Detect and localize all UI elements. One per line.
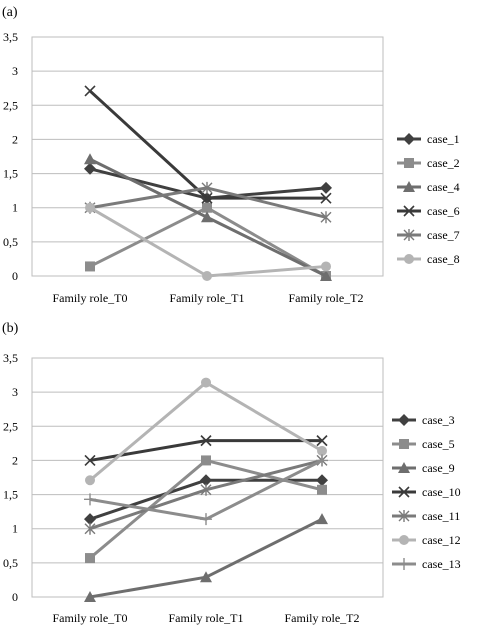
legend-marker-case_4 xyxy=(403,181,415,192)
data-point-case_2 xyxy=(85,261,95,272)
data-point-case_7 xyxy=(201,181,213,194)
legend-label-case_7: case_7 xyxy=(427,228,460,242)
data-point-case_3 xyxy=(200,474,212,487)
legend-label-case_12: case_12 xyxy=(422,533,461,547)
legend-label-case_6: case_6 xyxy=(427,204,460,218)
data-point-case_13 xyxy=(84,493,96,506)
data-point-case_10 xyxy=(84,454,96,466)
legend-marker-case_5 xyxy=(399,439,409,449)
data-point-case_12 xyxy=(201,377,211,388)
x-tick-label: Family role_T1 xyxy=(170,291,245,305)
data-point-case_11 xyxy=(84,522,96,535)
legend-label-case_11: case_11 xyxy=(422,509,460,523)
data-point-case_5 xyxy=(201,455,211,466)
y-tick-label: 0,5 xyxy=(3,556,18,570)
legend-label-case_8: case_8 xyxy=(427,252,460,266)
data-point-case_6 xyxy=(320,192,332,204)
legend-marker-case_6 xyxy=(403,205,415,217)
legend-label-case_10: case_10 xyxy=(422,485,461,499)
x-tick-label: Family role_T2 xyxy=(289,291,364,305)
data-point-case_8 xyxy=(202,271,212,281)
chart-panel-a: (a) 0 0,5 1 1,5 2 2,5 3 3,5 Family role_T0 Family… xyxy=(2,5,460,305)
y-tick-label: 2,5 xyxy=(3,98,18,112)
panel-label-a: (a) xyxy=(2,5,18,20)
x-tick-label: Family role_T1 xyxy=(169,611,244,625)
legend-marker-case_11 xyxy=(398,510,410,522)
data-point-case_3 xyxy=(316,474,328,487)
legend-marker-case_7 xyxy=(403,229,415,241)
data-point-case_2 xyxy=(202,202,212,213)
data-point-case_9 xyxy=(84,591,96,602)
legend-label-case_4: case_4 xyxy=(427,180,460,194)
data-point-case_5 xyxy=(317,484,327,495)
data-point-case_9 xyxy=(200,571,212,583)
legend-marker-case_3 xyxy=(398,414,410,426)
y-tick-label: 2 xyxy=(12,132,18,146)
legend-label-case_5: case_5 xyxy=(422,437,455,451)
legend-label-case_2: case_2 xyxy=(427,156,460,170)
y-tick-label: 2 xyxy=(12,453,18,467)
data-point-case_5 xyxy=(85,553,95,564)
data-point-case_7 xyxy=(320,211,332,224)
x-tick-label: Family role_T0 xyxy=(53,611,128,625)
y-tick-label: 3,5 xyxy=(3,30,18,44)
data-point-case_1 xyxy=(320,181,332,194)
data-point-case_4 xyxy=(320,270,332,281)
data-point-case_4 xyxy=(201,211,213,223)
legend-marker-case_12 xyxy=(399,535,409,545)
y-tick-label: 0,5 xyxy=(3,235,18,249)
y-tick-label: 1,5 xyxy=(3,167,18,181)
data-point-case_10 xyxy=(316,435,328,447)
y-tick-label: 0 xyxy=(12,269,18,283)
y-tick-label: 1,5 xyxy=(3,488,18,502)
data-point-case_11 xyxy=(200,483,212,496)
plot-area xyxy=(31,36,384,277)
legend-marker-case_9 xyxy=(398,462,410,473)
legend-label-case_13: case_13 xyxy=(422,557,461,571)
data-point-case_12 xyxy=(317,445,327,456)
legend-label-case_9: case_9 xyxy=(422,461,455,475)
legend-marker-case_10 xyxy=(398,486,410,498)
chart-panel-b: (b) 0 0,5 1 1,5 2 2,5 3 3,5 Family role_T0 Family… xyxy=(2,321,461,625)
y-tick-label: 1 xyxy=(12,522,18,536)
x-tick-label: Family role_T0 xyxy=(53,291,128,305)
y-tick-label: 1 xyxy=(12,201,18,215)
data-point-case_3 xyxy=(84,513,96,526)
data-point-case_1 xyxy=(84,162,96,175)
data-point-case_8 xyxy=(321,261,331,272)
legend-marker-case_2 xyxy=(404,158,414,168)
legend-marker-case_1 xyxy=(403,133,415,145)
legend-marker-case_8 xyxy=(404,254,414,264)
x-tick-label: Family role_T2 xyxy=(285,611,360,625)
data-point-case_9 xyxy=(316,513,328,525)
data-point-case_12 xyxy=(85,475,95,486)
data-point-case_6 xyxy=(201,192,213,204)
y-tick-label: 3 xyxy=(12,385,18,399)
y-tick-label: 0 xyxy=(12,590,18,604)
y-tick-label: 3,5 xyxy=(3,351,18,365)
data-point-case_13 xyxy=(316,454,328,467)
data-point-case_13 xyxy=(200,513,212,526)
panel-label-b: (b) xyxy=(2,321,19,336)
legend-label-case_3: case_3 xyxy=(422,413,455,427)
data-point-case_4 xyxy=(84,153,96,165)
y-tick-label: 2,5 xyxy=(3,419,18,433)
legend-marker-case_13 xyxy=(398,558,410,570)
data-point-case_8 xyxy=(85,202,95,213)
data-point-case_10 xyxy=(200,435,212,447)
legend-label-case_1: case_1 xyxy=(427,132,460,146)
data-point-case_6 xyxy=(84,85,96,97)
y-tick-label: 3 xyxy=(12,64,18,78)
